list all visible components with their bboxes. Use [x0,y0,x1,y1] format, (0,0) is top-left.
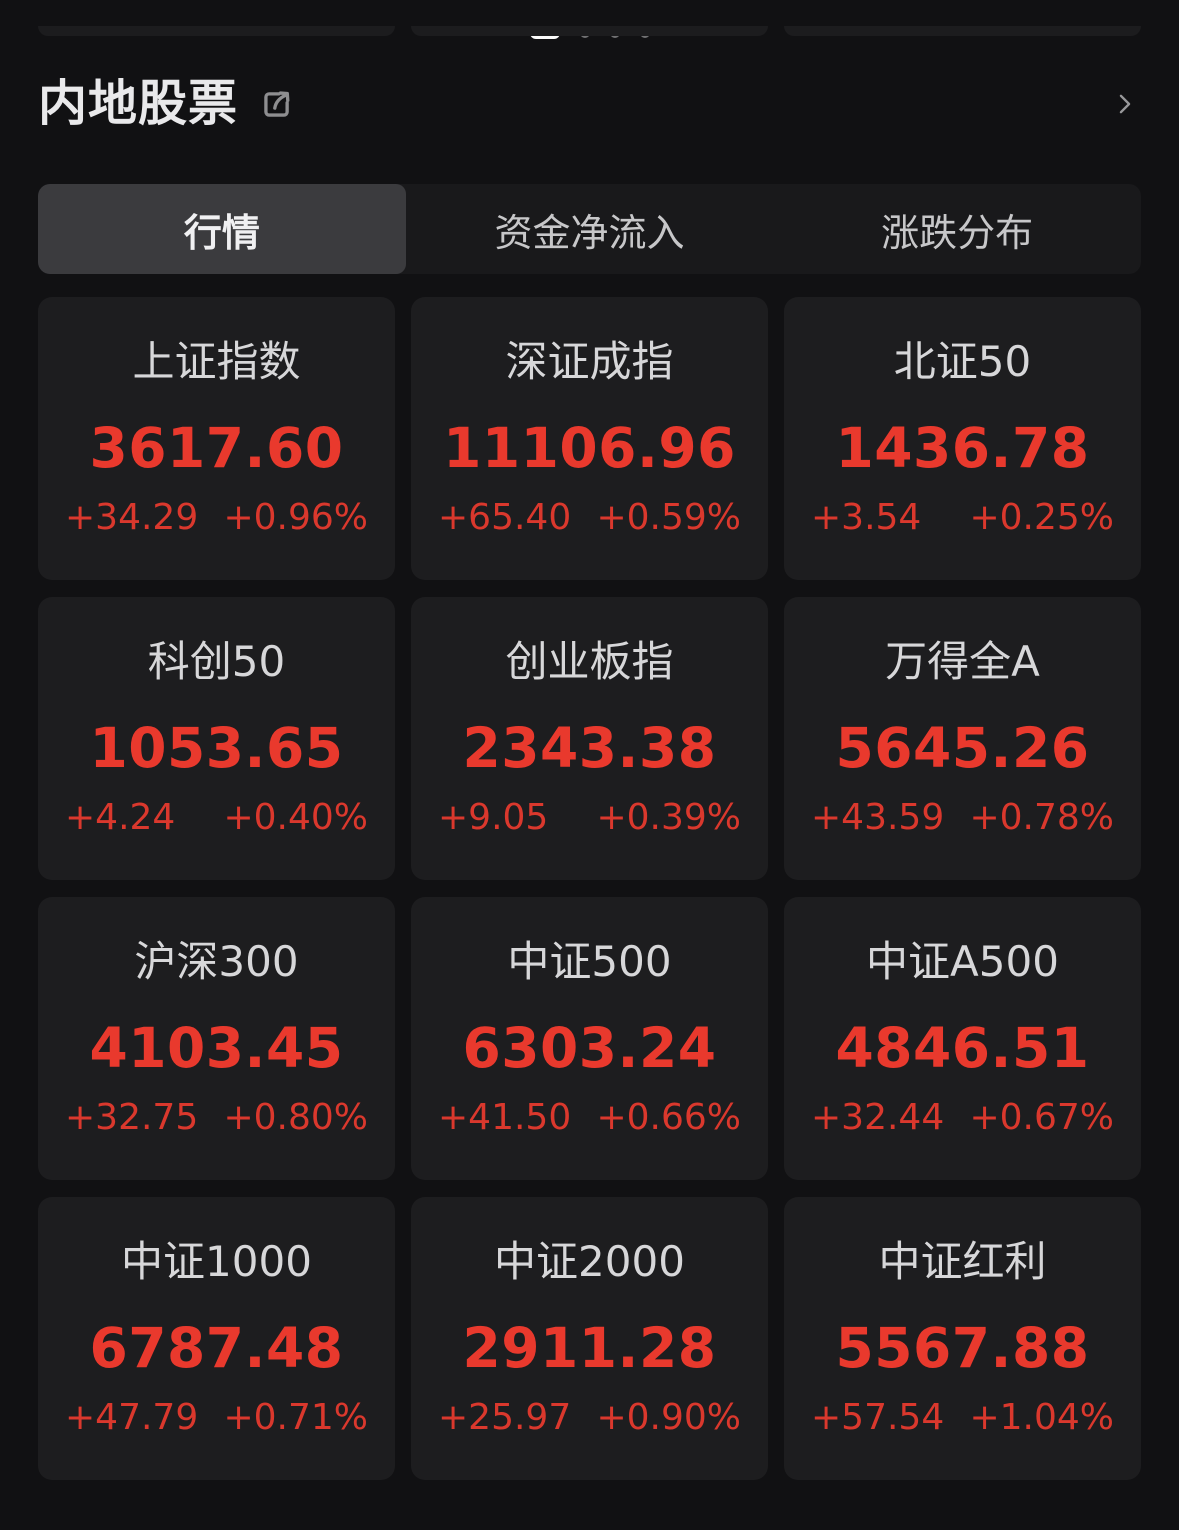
index-changes: +57.54 +1.04% [784,1400,1141,1436]
page-title: 内地股票 [38,75,239,132]
index-changes: +9.05 +0.39% [411,800,768,836]
index-change-pct: +0.71% [223,1397,368,1438]
index-change-pct: +0.25% [969,497,1114,538]
index-value: 1436.78 [835,416,1090,480]
index-change-pct: +0.39% [596,797,741,838]
index-changes: +32.75 +0.80% [38,1100,395,1136]
previous-card-remnant [411,26,768,36]
index-changes: +34.29 +0.96% [38,500,395,536]
index-value: 6787.48 [89,1316,344,1380]
index-change-pct: +0.90% [596,1397,741,1438]
index-changes: +43.59 +0.78% [784,800,1141,836]
index-value: 5567.88 [835,1316,1090,1380]
index-change: +57.54 [811,1397,945,1438]
chevron-right-icon [1119,94,1131,114]
tab-rise-fall-distribution[interactable]: 涨跌分布 [881,210,1034,255]
index-change-pct: +0.66% [596,1097,741,1138]
index-value: 2343.38 [462,716,717,780]
index-change: +41.50 [438,1097,572,1138]
index-changes: +25.97 +0.90% [411,1400,768,1436]
index-change: +25.97 [438,1397,572,1438]
index-changes: +41.50 +0.66% [411,1100,768,1136]
index-value: 4103.45 [89,1016,344,1080]
index-card[interactable]: 万得全A 5645.26 +43.59 +0.78% [784,597,1141,880]
index-name: 中证2000 [494,1237,685,1286]
index-change-pct: +0.40% [223,797,368,838]
share-icon [264,91,290,117]
index-change: +65.40 [438,497,572,538]
previous-card-remnant [38,26,395,36]
index-card[interactable]: 北证50 1436.78 +3.54 +0.25% [784,297,1141,580]
index-value: 6303.24 [462,1016,717,1080]
index-change: +4.24 [65,797,176,838]
index-change: +32.44 [811,1097,945,1138]
index-value: 3617.60 [89,416,344,480]
index-name: 中证红利 [878,1237,1047,1286]
index-name: 北证50 [893,337,1032,386]
index-card[interactable]: 中证1000 6787.48 +47.79 +0.71% [38,1197,395,1480]
index-change: +34.29 [65,497,199,538]
index-card[interactable]: 沪深300 4103.45 +32.75 +0.80% [38,897,395,1180]
index-changes: +47.79 +0.71% [38,1400,395,1436]
previous-card-remnant [784,26,1141,36]
index-grid: 上证指数 3617.60 +34.29 +0.96% 深证成指 11106.96… [38,297,1141,1480]
index-change-pct: +1.04% [969,1397,1114,1438]
index-name: 万得全A [885,637,1040,686]
index-name: 科创50 [147,637,286,686]
index-name: 上证指数 [132,337,301,386]
index-change-pct: +0.96% [223,497,368,538]
index-card[interactable]: 中证A500 4846.51 +32.44 +0.67% [784,897,1141,1180]
index-name: 中证500 [507,937,672,986]
index-value: 5645.26 [835,716,1090,780]
index-name: 中证1000 [121,1237,312,1286]
index-card[interactable]: 中证2000 2911.28 +25.97 +0.90% [411,1197,768,1480]
index-card[interactable]: 上证指数 3617.60 +34.29 +0.96% [38,297,395,580]
index-card[interactable]: 深证成指 11106.96 +65.40 +0.59% [411,297,768,580]
index-changes: +3.54 +0.25% [784,500,1141,536]
index-card[interactable]: 中证500 6303.24 +41.50 +0.66% [411,897,768,1180]
index-value: 1053.65 [89,716,344,780]
index-change: +32.75 [65,1097,199,1138]
index-value: 11106.96 [443,416,736,480]
index-card[interactable]: 中证红利 5567.88 +57.54 +1.04% [784,1197,1141,1480]
more-button[interactable] [1111,85,1141,123]
index-card[interactable]: 创业板指 2343.38 +9.05 +0.39% [411,597,768,880]
index-name: 沪深300 [134,937,299,986]
panel-header: 内地股票 [38,71,1141,137]
index-change-pct: +0.67% [969,1097,1114,1138]
index-changes: +65.40 +0.59% [411,500,768,536]
index-change: +43.59 [811,797,945,838]
index-change-pct: +0.59% [596,497,741,538]
index-change: +9.05 [438,797,549,838]
index-changes: +4.24 +0.40% [38,800,395,836]
index-change: +47.79 [65,1397,199,1438]
index-name: 深证成指 [505,337,674,386]
index-value: 4846.51 [835,1016,1090,1080]
share-button[interactable] [258,84,298,124]
index-change-pct: +0.80% [223,1097,368,1138]
tab-quotes[interactable]: 行情 [38,184,406,274]
index-card[interactable]: 科创50 1053.65 +4.24 +0.40% [38,597,395,880]
index-value: 2911.28 [462,1316,717,1380]
index-change: +3.54 [811,497,922,538]
tab-bar: 行情 资金净流入 涨跌分布 [38,184,1141,274]
index-name: 创业板指 [505,637,674,686]
index-change-pct: +0.78% [969,797,1114,838]
index-name: 中证A500 [866,937,1059,986]
index-changes: +32.44 +0.67% [784,1100,1141,1136]
tab-net-inflow[interactable]: 资金净流入 [494,210,685,255]
